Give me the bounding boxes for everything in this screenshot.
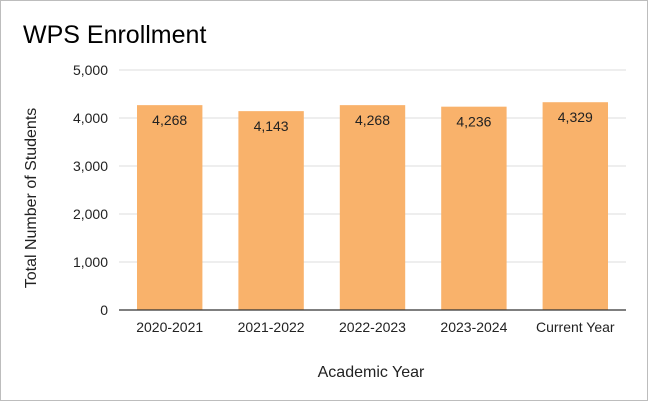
bar-value-label: 4,329 [558, 109, 593, 125]
bar-value-label: 4,236 [456, 114, 491, 130]
bar [441, 106, 507, 310]
x-tick-label: 2023-2024 [440, 319, 507, 335]
x-tick-label: Current Year [536, 319, 615, 335]
y-tick-label: 2,000 [73, 206, 108, 222]
bar [136, 105, 203, 310]
y-tick-label: 1,000 [73, 254, 108, 270]
bars [136, 102, 609, 310]
y-tick-label: 3,000 [73, 158, 108, 174]
bar [339, 105, 406, 310]
y-tick-label: 5,000 [73, 62, 108, 78]
bar [542, 102, 609, 310]
bar [238, 111, 304, 310]
bar-value-label: 4,268 [355, 112, 390, 128]
x-axis-title: Academic Year [318, 364, 425, 381]
y-axis-title: Total Number of Students [23, 108, 40, 289]
x-tick-label: 2022-2023 [339, 319, 406, 335]
x-tick-label: 2021-2022 [238, 319, 305, 335]
data-labels: 4,268 4,143 4,268 4,236 4,329 [152, 109, 593, 134]
y-tick-label: 0 [100, 302, 108, 318]
y-tick-label: 4,000 [73, 110, 108, 126]
chart-title: WPS Enrollment [23, 21, 206, 49]
bar-value-label: 4,268 [152, 112, 187, 128]
x-axis-ticks: 2020-2021 2021-2022 2022-2023 2023-2024 Curr… [136, 319, 615, 335]
bar-value-label: 4,143 [254, 118, 289, 134]
y-axis-ticks: 0 1,000 2,000 3,000 4,000 5,000 [73, 62, 108, 318]
x-tick-label: 2020-2021 [136, 319, 203, 335]
